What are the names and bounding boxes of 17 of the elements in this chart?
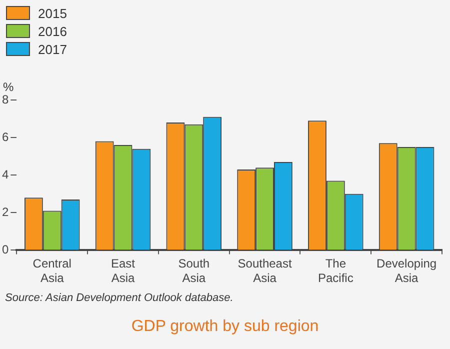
source-note: Source: Asian Development Outlook database. xyxy=(5,292,234,304)
legend-label: 2015 xyxy=(38,6,67,20)
legend-label: 2017 xyxy=(38,42,67,56)
x-tick-label: East Asia xyxy=(111,256,136,286)
y-tick-label: 0 xyxy=(2,242,9,257)
y-tick-label: 8 xyxy=(2,92,9,106)
y-axis-title: % xyxy=(3,80,14,94)
y-tick-label: 2 xyxy=(2,204,9,219)
x-tick-label: The Pacific xyxy=(318,256,354,286)
x-tick-label: South Asia xyxy=(178,256,210,286)
x-tick-label: Southeast Asia xyxy=(238,256,292,286)
text: GDP growth by sub region xyxy=(130,318,320,336)
x-tick-label: Developing Asia xyxy=(376,256,437,286)
y-tick-label: 4 xyxy=(2,167,9,182)
legend-label: 2016 xyxy=(38,24,67,38)
x-tick-label: Central Asia xyxy=(32,256,72,286)
y-tick-label: 6 xyxy=(2,130,9,144)
